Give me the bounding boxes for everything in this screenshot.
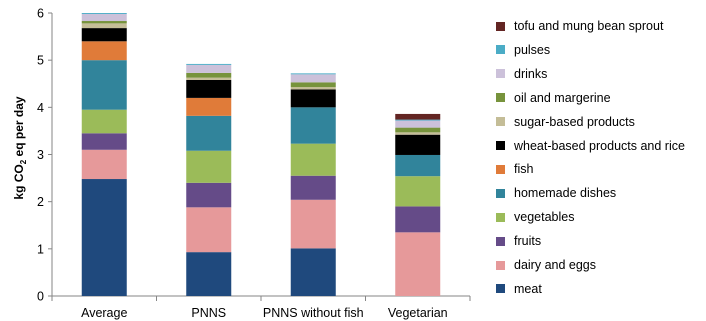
legend-swatch xyxy=(496,260,505,270)
legend-item: oil and margerine xyxy=(496,90,611,106)
x-tick-label: Average xyxy=(81,306,127,320)
bar-segment xyxy=(186,63,232,65)
legend-item: drinks xyxy=(496,66,547,82)
legend-item: vegetables xyxy=(496,209,574,225)
legend-item: pulses xyxy=(496,42,550,58)
legend-swatch xyxy=(496,69,505,79)
bar-segment xyxy=(186,150,232,183)
legend-item: dairy and eggs xyxy=(496,257,596,273)
bar-segment xyxy=(186,207,232,253)
bar-segment xyxy=(290,199,336,249)
bar-segment xyxy=(395,154,441,177)
bar-segment xyxy=(186,72,232,78)
y-axis: 0 1 2 3 4 5 6 xyxy=(37,7,53,304)
bar-segment xyxy=(395,132,441,135)
legend-label: fruits xyxy=(514,234,542,249)
bar-segment xyxy=(186,77,232,80)
legend-swatch xyxy=(496,164,505,174)
legend-item: sugar-based products xyxy=(496,114,635,130)
bar-segment xyxy=(81,28,127,42)
legend-item: fruits xyxy=(496,233,541,249)
legend-label: wheat-based products and rice xyxy=(514,138,685,153)
bar-segment xyxy=(395,127,441,133)
bar-segment xyxy=(395,232,441,296)
bar-segment xyxy=(81,133,127,150)
legend-swatch xyxy=(496,212,505,222)
bar-segment xyxy=(290,82,336,88)
y-axis-label: kg CO2 eq per day xyxy=(11,96,29,200)
y-tick-label: 4 xyxy=(37,101,44,115)
legend-swatch xyxy=(496,21,505,31)
bar-segment xyxy=(186,97,232,116)
bar-segment xyxy=(81,41,127,61)
bar-stack xyxy=(290,73,336,296)
y-tick-label: 3 xyxy=(37,148,44,162)
bar-segment xyxy=(186,182,232,208)
legend-label: tofu and mung bean sprout xyxy=(514,19,664,33)
y-tick-label: 1 xyxy=(37,242,44,256)
bar-stack xyxy=(186,63,232,296)
bar-stack xyxy=(81,13,127,296)
bar-segment xyxy=(290,175,336,200)
legend-swatch xyxy=(496,117,505,127)
bar-segment xyxy=(290,248,336,296)
bar-segment xyxy=(81,13,127,22)
x-tick-label: Vegetarian xyxy=(388,306,448,320)
bar-segment xyxy=(290,74,336,83)
bar-segment xyxy=(81,23,127,29)
bar-segment xyxy=(395,206,441,233)
legend-label: fish xyxy=(514,162,534,177)
bar-stack xyxy=(395,113,441,296)
legend-swatch xyxy=(496,284,505,294)
legend-item: wheat-based products and rice xyxy=(496,138,685,154)
bar-segment xyxy=(186,115,232,151)
bar-segment xyxy=(186,79,232,98)
y-tick-label: 6 xyxy=(37,7,44,21)
legend-item: tofu and mung bean sprout xyxy=(496,18,663,34)
x-tick-label: PNNS without fish xyxy=(263,306,364,320)
legend-label: oil and margerine xyxy=(514,90,611,105)
legend-swatch xyxy=(496,188,505,198)
legend-label: meat xyxy=(514,281,542,296)
legend-label: vegetables xyxy=(514,210,575,225)
legend-swatch xyxy=(496,45,505,55)
y-tick-label: 5 xyxy=(37,54,44,68)
bar-segment xyxy=(81,109,127,134)
bar-segment xyxy=(81,21,127,24)
y-tick-label: 2 xyxy=(37,195,44,209)
legend-label: drinks xyxy=(514,66,548,81)
bar-segment xyxy=(395,134,441,155)
legend-label: dairy and eggs xyxy=(514,258,597,272)
legend-label: pulses xyxy=(514,42,551,57)
bars xyxy=(81,13,441,296)
legend-swatch xyxy=(496,93,505,103)
bar-segment xyxy=(395,120,441,128)
bar-segment xyxy=(290,73,336,75)
legend-item: meat xyxy=(496,281,542,297)
legend-swatch xyxy=(496,236,505,246)
bar-segment xyxy=(395,176,441,207)
bar-segment xyxy=(81,13,127,14)
legend-item: homemade dishes xyxy=(496,185,616,201)
bar-segment xyxy=(395,119,441,121)
bar-segment xyxy=(290,143,336,176)
y-axis-label-wrapper: kg CO2 eq per day xyxy=(2,0,38,296)
legend-item: fish xyxy=(496,161,533,177)
legend-label: homemade dishes xyxy=(514,186,617,201)
bar-segment xyxy=(290,107,336,144)
bar-segment xyxy=(81,149,127,180)
bar-segment xyxy=(290,89,336,108)
bar-segment xyxy=(186,252,232,296)
bar-segment xyxy=(186,64,232,73)
bar-segment xyxy=(290,87,336,90)
x-tick-label: PNNS xyxy=(191,306,226,320)
bar-segment xyxy=(81,179,127,296)
legend-label: sugar-based products xyxy=(514,114,635,129)
bar-segment xyxy=(395,113,441,120)
x-axis: Average PNNS PNNS without fish Vegetarian xyxy=(51,295,471,320)
y-tick-label: 0 xyxy=(37,290,44,304)
legend-swatch xyxy=(496,141,505,150)
bar-segment xyxy=(81,60,127,110)
